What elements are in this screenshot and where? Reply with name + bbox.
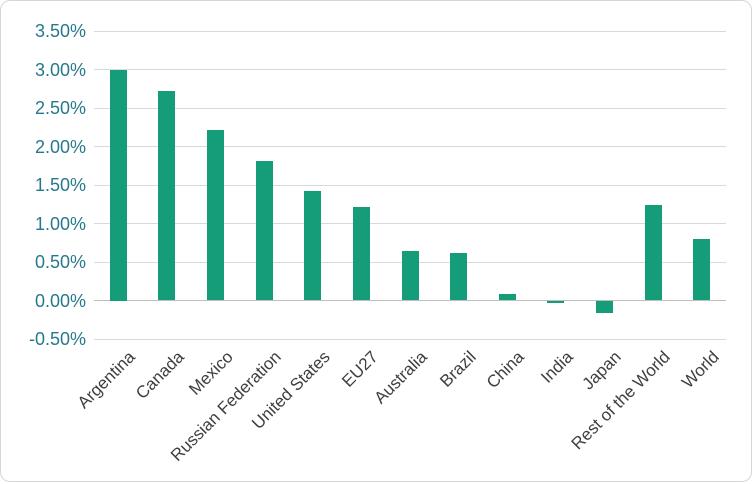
bar-japan: [595, 300, 613, 313]
y-axis-tick-label: 3.50%: [34, 21, 86, 41]
bar-eu27: [352, 207, 370, 301]
gridline: [94, 338, 726, 340]
bar-world: [693, 238, 711, 301]
y-axis-tick-label: 2.00%: [34, 136, 86, 157]
bar-china: [498, 294, 516, 301]
x-axis-label: India: [537, 347, 577, 387]
x-axis-label: World: [677, 347, 723, 392]
y-axis-tick-label: 0.00%: [34, 290, 86, 311]
bar-mexico: [207, 130, 225, 301]
x-axis-label: EU27: [338, 347, 383, 391]
x-axis-label: Brazil: [435, 347, 480, 391]
bar-australia: [401, 251, 419, 301]
bar-united-states: [304, 191, 322, 301]
y-axis-tick-label: 2.50%: [34, 98, 86, 118]
bar-rest-of-the-world: [644, 205, 662, 301]
gridline: [94, 69, 726, 70]
bar-argentina: [109, 69, 127, 301]
bar-russian-federation: [255, 161, 273, 301]
y-axis-tick-label: -0.50%: [28, 329, 86, 349]
bar-canada: [158, 91, 176, 301]
y-axis-tick-label: 3.00%: [34, 59, 86, 80]
x-axis-label: Australia: [370, 347, 431, 408]
gridline: [94, 146, 726, 147]
x-axis-label: Argentina: [74, 347, 140, 413]
gridline: [94, 30, 726, 32]
y-axis-tick-label: 1.00%: [34, 213, 86, 234]
gridline: [94, 184, 726, 186]
x-axis-line: [94, 300, 726, 301]
gridline: [94, 223, 726, 224]
x-axis-label: China: [483, 347, 528, 393]
y-axis-tick-label: 1.50%: [34, 175, 86, 195]
x-axis-label: Canada: [132, 347, 188, 403]
bar-india: [547, 300, 565, 303]
x-axis-label: Japan: [578, 347, 626, 394]
gridline: [94, 107, 726, 109]
bar-brazil: [450, 252, 468, 301]
y-axis-tick-label: 0.50%: [34, 252, 86, 272]
